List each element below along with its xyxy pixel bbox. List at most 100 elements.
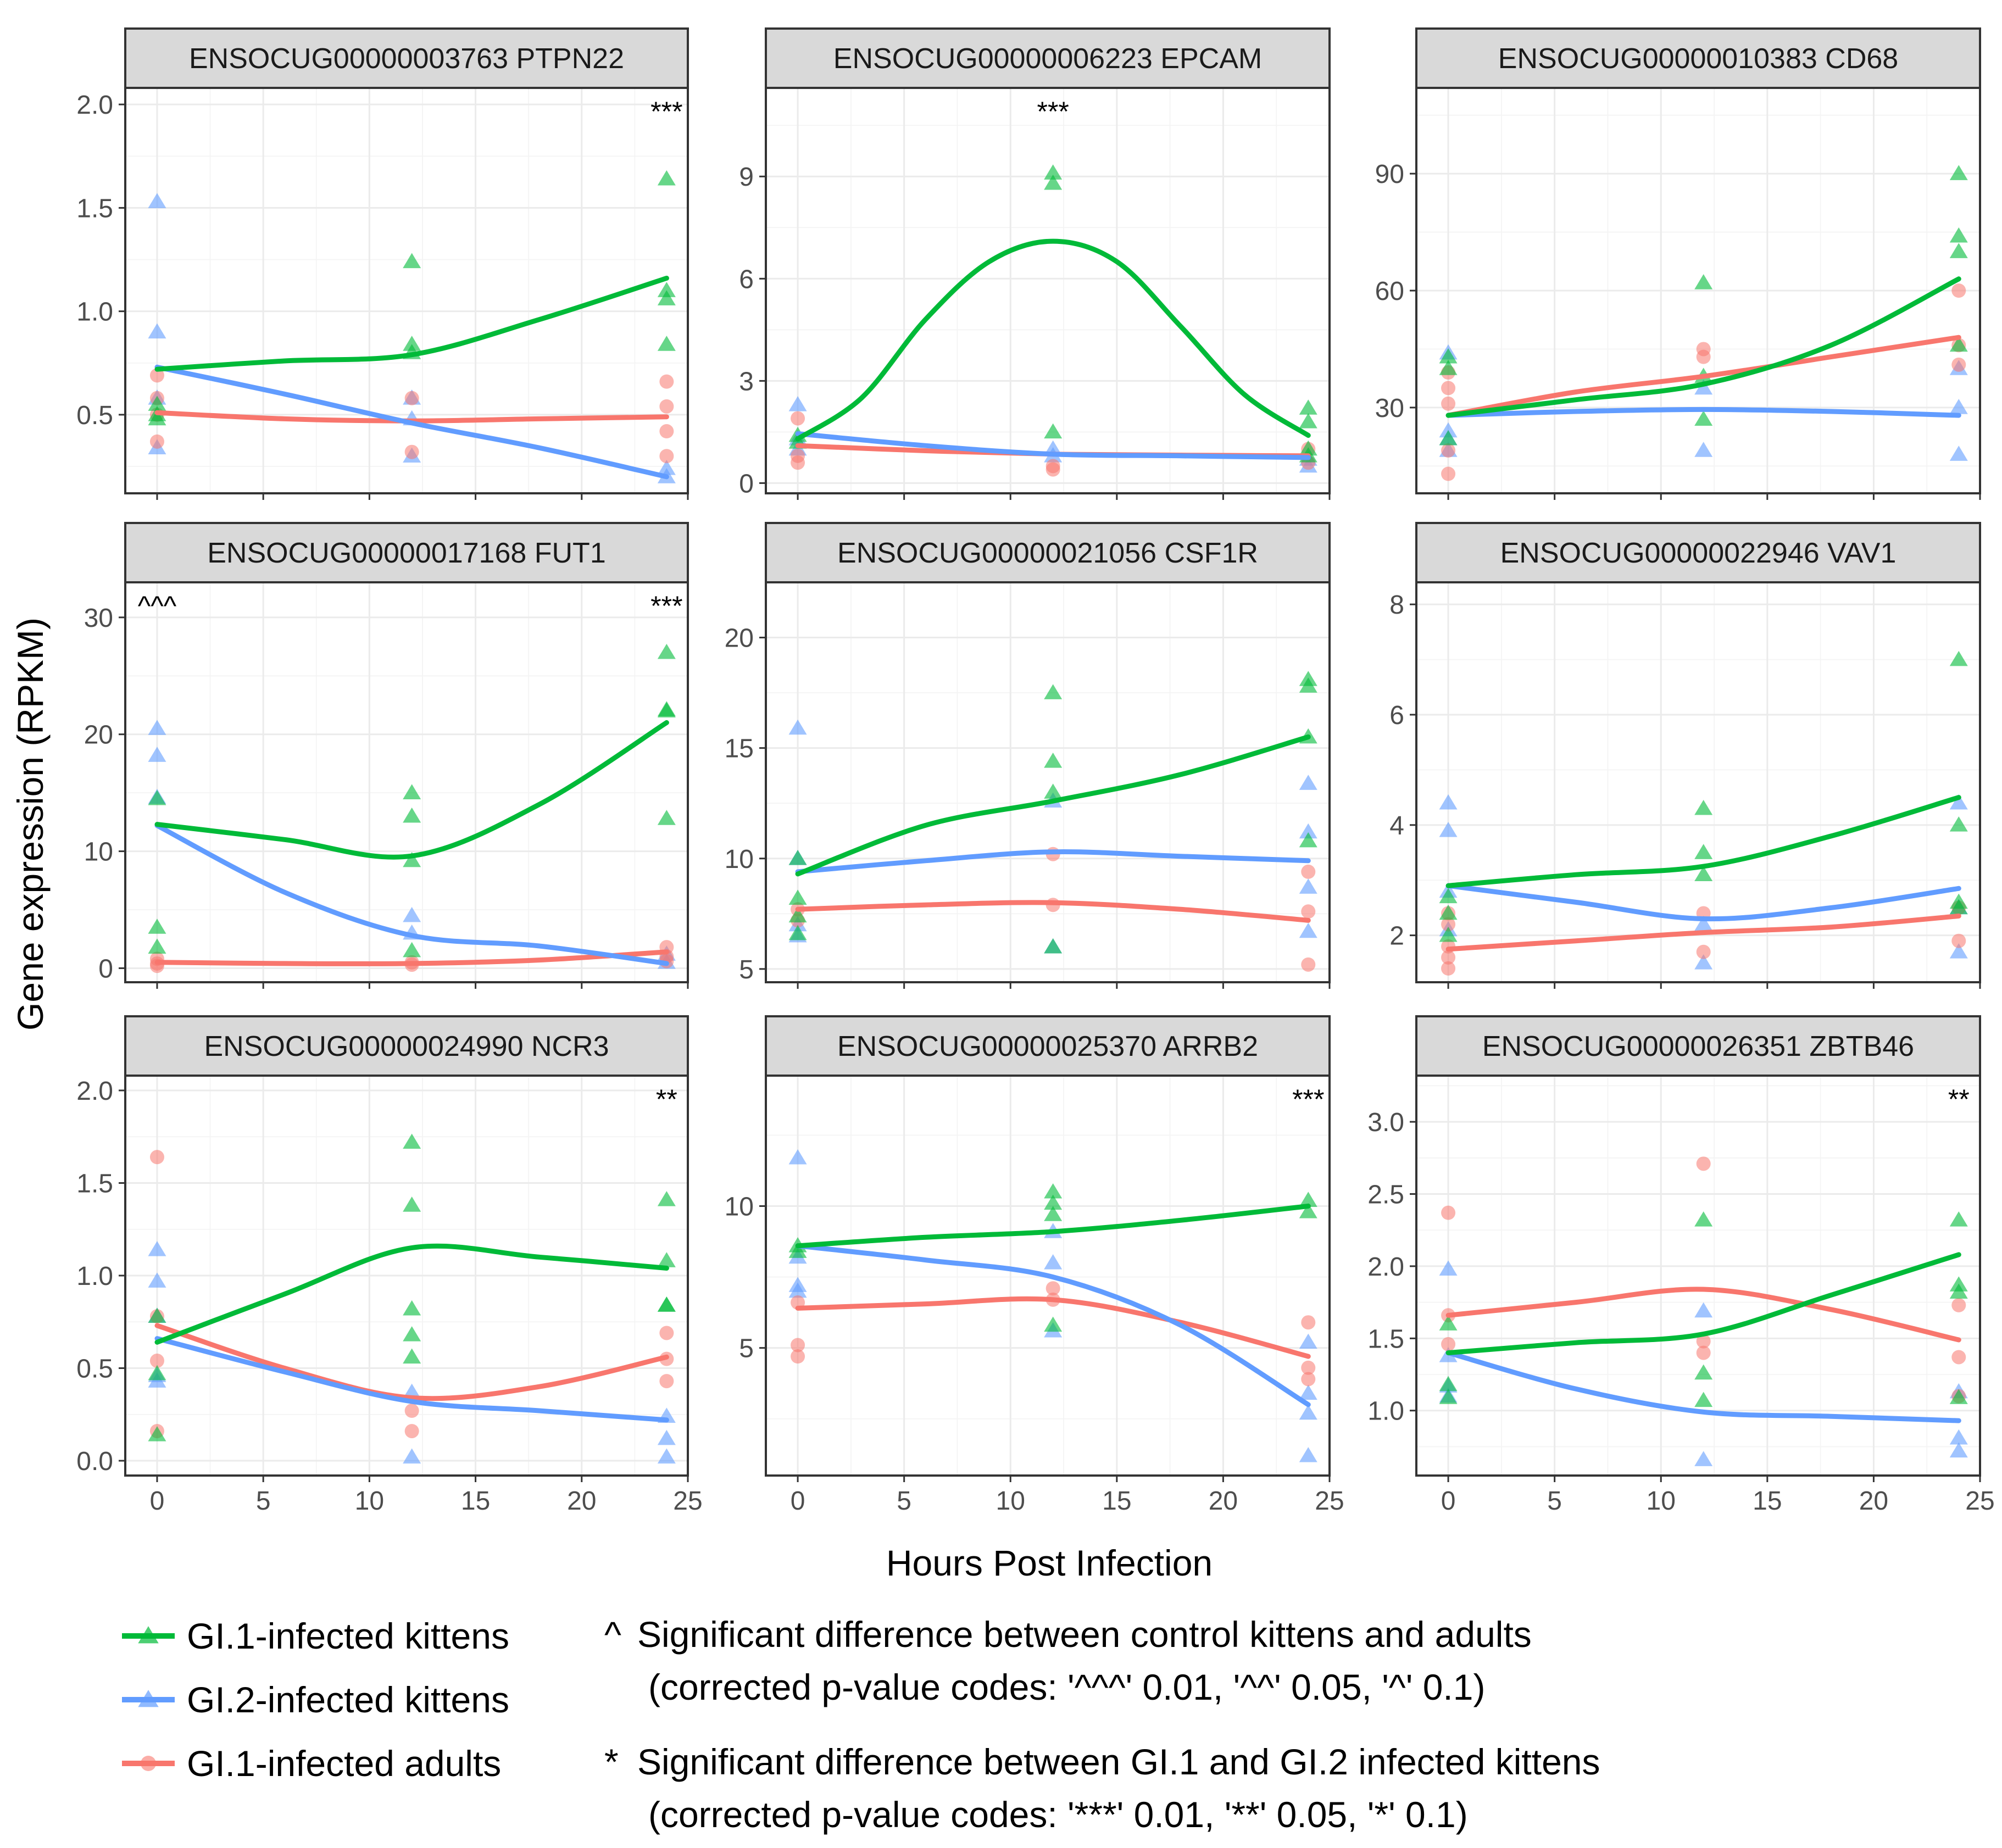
smooth-line-g1k: [795, 1204, 1311, 1249]
data-point-g1k: [657, 643, 676, 659]
x-tick-label: 5: [1547, 1487, 1562, 1516]
y-tick-label: 8: [1389, 591, 1404, 620]
x-tick-label: 5: [897, 1487, 911, 1516]
data-point-g2k: [1949, 1429, 1968, 1445]
data-point-g1k: [657, 1252, 676, 1267]
legend-label: GI.1-infected kittens: [187, 1616, 509, 1656]
data-point-g2k: [1299, 1447, 1317, 1462]
facet-panel: ENSOCUG00000010383 CD68 30 60 90: [1375, 27, 1981, 500]
data-point-g1a: [1696, 349, 1711, 364]
data-point-g1a: [1951, 283, 1966, 298]
data-point-g1a: [404, 444, 419, 459]
facet-strip: [765, 27, 1331, 89]
y-tick-label: 10: [725, 845, 754, 874]
data-point-g1a: [149, 368, 164, 383]
facet-panel: ENSOCUG00000022946 VAV1 2 4 6 8: [1389, 522, 1981, 989]
data-point-g1a: [1441, 396, 1456, 411]
significance-annotation: **: [1948, 1084, 1970, 1115]
data-point-g1a: [659, 424, 674, 439]
data-point-g2k: [1949, 943, 1968, 959]
data-point-g1k: [1949, 1211, 1968, 1227]
y-tick-label: 2.0: [76, 91, 113, 120]
data-point-g2k: [657, 460, 676, 475]
x-tick-label: 25: [1315, 1487, 1344, 1516]
data-point-g2k: [148, 193, 166, 208]
data-point-g1k: [1949, 816, 1968, 832]
smooth-line-g1k: [1445, 276, 1961, 418]
data-point-g2k: [1299, 878, 1317, 894]
data-point-g1k: [1439, 904, 1458, 920]
smooth-line-g1a: [154, 1323, 669, 1401]
smooth-line-g1a: [1445, 335, 1961, 418]
data-point-g2k: [148, 1272, 166, 1288]
data-point-g1a: [1441, 961, 1456, 976]
data-point-g2k: [1439, 822, 1458, 837]
smooth-line-g2k: [154, 1336, 669, 1423]
data-point-g1a: [1441, 1337, 1456, 1351]
data-point-g1a: [1301, 1372, 1316, 1387]
data-point-g1a: [1046, 1281, 1060, 1296]
data-point-g1k: [1044, 1183, 1063, 1199]
y-tick-label: 30: [1375, 394, 1404, 423]
data-point-g1a: [1951, 933, 1966, 948]
panel-border: [765, 87, 1331, 494]
y-tick-label: 20: [84, 721, 113, 750]
data-point-g1k: [1949, 1283, 1968, 1299]
data-point-g1a: [791, 1338, 805, 1352]
data-point-g1k: [148, 938, 166, 954]
data-point-g2k: [1439, 1260, 1458, 1276]
data-point-g1k: [1694, 866, 1713, 882]
panel-border: [1415, 581, 1981, 983]
y-tick-label: 5: [739, 1334, 754, 1363]
panel-border: [1415, 87, 1981, 494]
smooth-line-g1k: [154, 720, 669, 860]
data-point-g2k: [1694, 1451, 1713, 1466]
data-point-g1k: [1299, 413, 1317, 428]
data-point-g1k: [657, 702, 676, 717]
data-point-g1k: [788, 1243, 807, 1258]
data-point-g1k: [1439, 348, 1458, 364]
data-point-g1a: [1441, 443, 1456, 458]
y-tick-label: 15: [725, 734, 754, 764]
panel-border: [124, 87, 689, 494]
legend-item: GI.1-infected kittens: [122, 1616, 509, 1656]
legend-marker-triangle: [138, 1626, 159, 1644]
data-point-g1k: [403, 784, 421, 799]
data-point-g1k: [1439, 1389, 1458, 1404]
data-point-g2k: [1949, 794, 1968, 810]
data-point-g2k: [1299, 922, 1317, 938]
smooth-line-g2k: [154, 823, 669, 966]
y-tick-label: 9: [739, 163, 754, 192]
x-axis-title: Hours Post Infection: [886, 1543, 1213, 1583]
note-line-2: (corrected p-value codes: '***' 0.01, '*…: [648, 1794, 1468, 1835]
panel-border: [1415, 1075, 1981, 1477]
panel-border: [124, 581, 689, 983]
data-point-g1k: [657, 282, 676, 297]
data-point-g2k: [657, 1448, 676, 1464]
data-point-g1a: [1301, 1360, 1316, 1375]
legend-item: GI.1-infected adults: [122, 1743, 501, 1784]
x-tick-label: 0: [1441, 1487, 1456, 1516]
smooth-line-g1a: [795, 900, 1311, 923]
data-point-g2k: [1299, 1333, 1317, 1349]
y-tick-label: 0.5: [76, 401, 113, 430]
data-point-g1k: [1299, 832, 1317, 848]
data-point-g1a: [791, 455, 805, 470]
data-point-g1k: [657, 810, 676, 825]
data-point-g1k: [788, 925, 807, 940]
data-point-g1a: [1441, 917, 1456, 932]
data-point-g2k: [1299, 1404, 1317, 1420]
y-tick-label: 1.0: [76, 1262, 113, 1291]
note-line-1: Significant difference between control k…: [637, 1614, 1532, 1655]
panel-border: [765, 581, 1331, 983]
data-point-g1k: [1694, 1364, 1713, 1380]
data-point-g1k: [1694, 844, 1713, 859]
data-point-g1a: [1696, 944, 1711, 959]
smooth-line-g1k: [795, 734, 1311, 877]
facet-strip: [124, 1015, 689, 1077]
data-point-g2k: [1949, 446, 1968, 461]
facet-strip: [1415, 522, 1981, 583]
data-point-g1k: [1949, 165, 1968, 180]
